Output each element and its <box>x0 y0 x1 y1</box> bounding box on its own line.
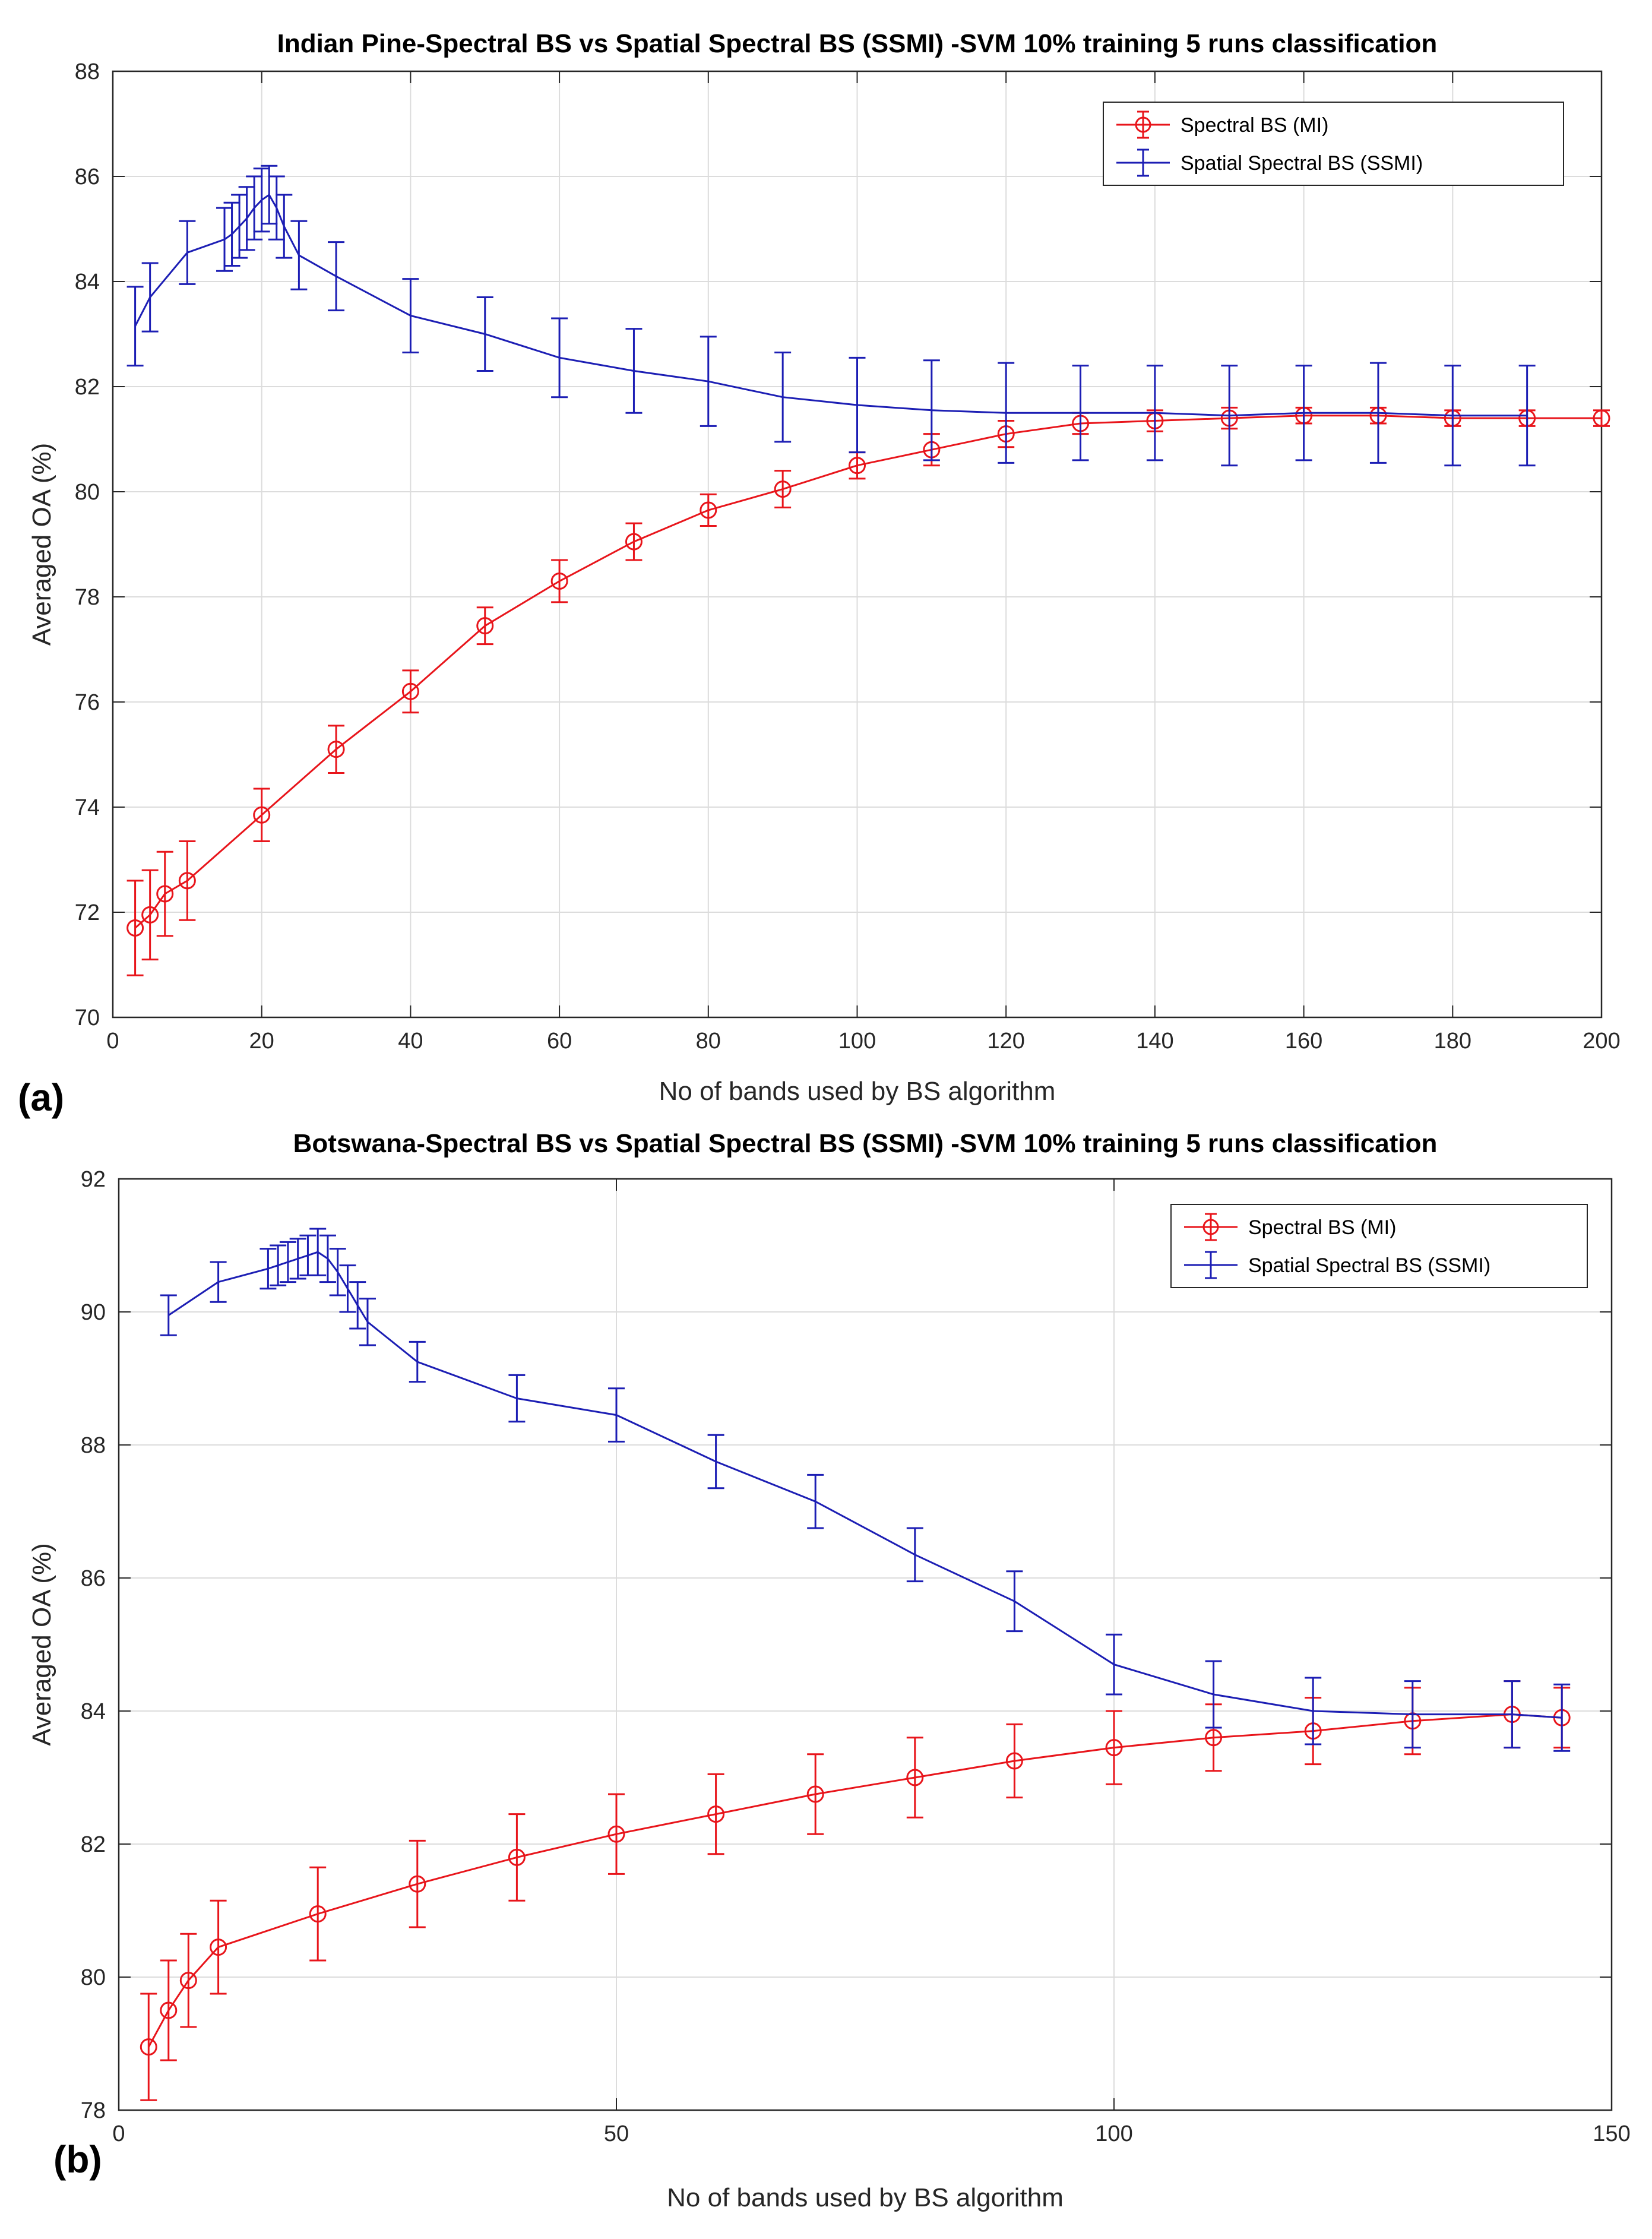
y-tick-label: 86 <box>81 1566 106 1591</box>
data-point <box>476 617 494 635</box>
data-point <box>508 1848 526 1866</box>
data-point <box>309 1905 327 1923</box>
y-tick-label: 76 <box>75 690 100 715</box>
legend-label: Spectral BS (MI) <box>1181 114 1328 137</box>
data-point <box>327 741 345 758</box>
x-tick-label: 100 <box>1095 2121 1132 2146</box>
x-tick-label: 180 <box>1434 1029 1471 1054</box>
x-tick-label: 0 <box>112 2121 125 2146</box>
series-line <box>167 1251 1562 1719</box>
data-point <box>1105 1739 1123 1757</box>
data-point <box>1205 1729 1223 1747</box>
y-tick-label: 82 <box>75 375 100 400</box>
data-point <box>774 480 792 498</box>
legend-label: Spatial Spectral BS (SSMI) <box>1248 1254 1490 1277</box>
x-axis-label: No of bands used by BS algorithm <box>667 2183 1064 2212</box>
y-tick-label: 80 <box>75 480 100 505</box>
x-tick-label: 100 <box>838 1029 876 1054</box>
data-point <box>806 1785 824 1803</box>
axes-box <box>118 1178 1613 2111</box>
y-tick-label: 92 <box>81 1167 106 1192</box>
data-point <box>849 457 866 475</box>
x-tick-label: 200 <box>1583 1029 1620 1054</box>
x-axis-label: No of bands used by BS algorithm <box>659 1077 1056 1106</box>
data-point <box>156 885 174 903</box>
x-tick-label: 60 <box>547 1029 572 1054</box>
data-point <box>625 533 643 551</box>
y-axis-label: Averaged OA (%) <box>27 443 56 646</box>
plot-area <box>119 1179 1612 2110</box>
y-tick-label: 80 <box>81 1965 106 1990</box>
data-point <box>126 919 144 937</box>
y-tick-label: 84 <box>75 270 100 295</box>
data-point <box>178 872 196 890</box>
x-tick-label: 40 <box>398 1029 423 1054</box>
y-tick-label: 88 <box>81 1433 106 1458</box>
x-tick-label: 160 <box>1285 1029 1322 1054</box>
data-point <box>1005 1752 1023 1770</box>
series-spatial-spectral-bs-ssmi <box>160 1228 1571 1752</box>
chart-title: Indian Pine-Spectral BS vs Spatial Spect… <box>277 29 1438 58</box>
data-point <box>401 682 419 700</box>
data-point <box>1593 409 1610 427</box>
data-point <box>409 1875 426 1893</box>
y-tick-label: 70 <box>75 1005 100 1030</box>
series-line <box>134 193 1527 417</box>
legend-box <box>1103 102 1564 186</box>
panel-label: (b) <box>53 2138 102 2181</box>
x-tick-label: 0 <box>106 1029 119 1054</box>
y-tick-label: 82 <box>81 1832 106 1857</box>
data-point <box>707 1805 725 1823</box>
data-point <box>253 806 271 824</box>
x-tick-label: 140 <box>1136 1029 1173 1054</box>
data-point <box>179 1972 197 1990</box>
data-point <box>210 1938 227 1956</box>
panel-label: (a) <box>18 1076 64 1119</box>
y-tick-label: 88 <box>75 59 100 84</box>
x-tick-label: 150 <box>1593 2121 1630 2146</box>
x-tick-label: 50 <box>604 2121 629 2146</box>
data-point <box>141 906 159 924</box>
chart-b: 0 50 100 150 78 80 82 84 86 88 90 92 Botswana-Spectr… <box>27 1129 1631 2212</box>
legend-label: Spatial Spectral BS (SSMI) <box>1181 152 1423 175</box>
x-tick-label: 120 <box>987 1029 1024 1054</box>
series-spatial-spectral-bs-ssmi <box>126 165 1536 467</box>
y-tick-label: 72 <box>75 900 100 925</box>
data-point <box>160 2001 178 2019</box>
chart-a: 0 20 40 60 80 100 120 140 160 180 200 70 72 74 76 78 80 8… <box>18 29 1621 1119</box>
y-tick-label: 90 <box>81 1300 106 1325</box>
y-tick-label: 86 <box>75 165 100 189</box>
legend-marker <box>1135 116 1151 133</box>
legend: Spectral BS (MI) Spatial Spectral BS (SSM… <box>1170 1204 1588 1288</box>
data-point <box>607 1825 625 1843</box>
legend-label: Spectral BS (MI) <box>1248 1216 1396 1239</box>
y-tick-label: 84 <box>81 1699 106 1724</box>
x-tick-label: 20 <box>249 1029 274 1054</box>
data-point <box>140 2038 157 2056</box>
legend-box <box>1170 1204 1588 1288</box>
legend: Spectral BS (MI) Spatial Spectral BS (SSM… <box>1103 102 1564 186</box>
data-point <box>906 1769 924 1786</box>
data-point <box>700 501 717 519</box>
data-point <box>550 572 568 590</box>
x-tick-label: 80 <box>696 1029 721 1054</box>
y-tick-label: 74 <box>75 795 100 820</box>
y-tick-label: 78 <box>75 585 100 610</box>
chart-title: Botswana-Spectral BS vs Spatial Spectral… <box>293 1129 1438 1158</box>
y-tick-label: 78 <box>81 2098 106 2123</box>
y-axis-label: Averaged OA (%) <box>27 1543 56 1746</box>
legend-marker <box>1202 1219 1219 1235</box>
